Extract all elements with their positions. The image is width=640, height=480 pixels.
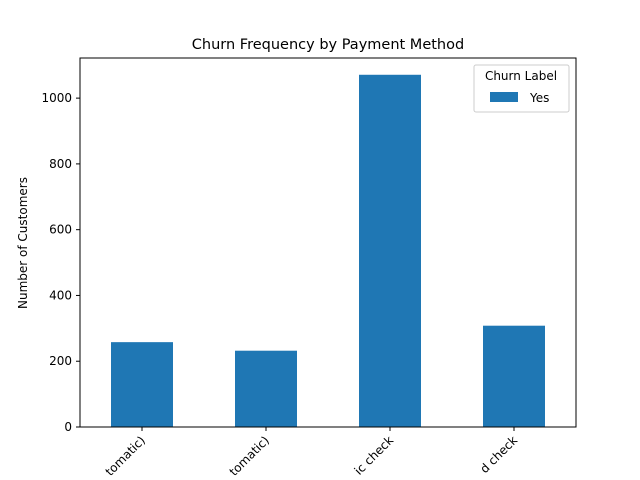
legend-entry-yes: Yes	[529, 91, 549, 105]
y-axis-label: Number of Customers	[16, 177, 30, 309]
x-tick-label-3: d check	[477, 433, 520, 476]
y-tick-label-5: 1000	[41, 91, 72, 105]
y-tick-label-0: 0	[64, 420, 72, 434]
bar-1	[235, 350, 297, 427]
y-axis: 0 200 400 600 800 1000	[41, 91, 80, 434]
legend: Churn Label Yes	[473, 64, 570, 113]
plot-frame	[79, 57, 577, 428]
y-tick-label-4: 800	[49, 157, 72, 171]
legend-swatch	[490, 92, 518, 102]
y-tick-label-2: 400	[49, 288, 72, 302]
legend-title: Churn Label	[485, 69, 557, 83]
bar-2	[359, 74, 421, 427]
bar-3	[483, 325, 545, 427]
x-axis: tomatic) tomatic) ic check d check	[103, 427, 520, 479]
bars-group	[111, 74, 545, 427]
x-tick-label-0: tomatic)	[103, 433, 149, 479]
bar-0	[111, 342, 173, 427]
x-tick-label-2: ic check	[352, 433, 396, 477]
y-tick-label-3: 600	[49, 223, 72, 237]
chart-title: Churn Frequency by Payment Method	[192, 37, 464, 53]
y-tick-label-1: 200	[49, 354, 72, 368]
x-tick-label-1: tomatic)	[227, 433, 273, 479]
